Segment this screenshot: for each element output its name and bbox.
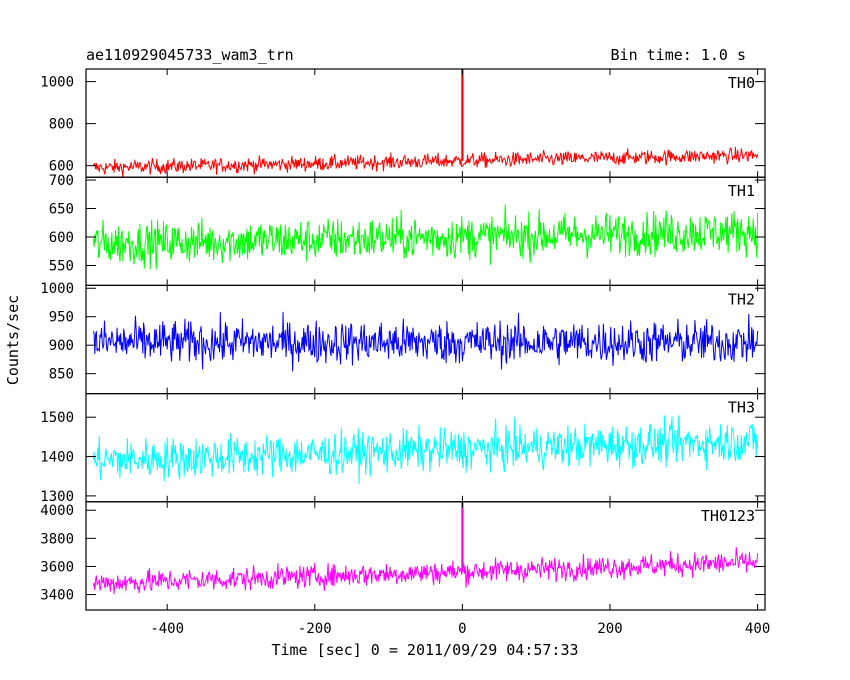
y-tick-label: 3400 xyxy=(40,588,74,604)
series-line-th1 xyxy=(92,204,759,270)
x-axis-label: Time [sec] 0 = 2011/09/29 04:57:33 xyxy=(271,641,578,659)
y-tick-label: 4000 xyxy=(40,503,74,519)
panel-th2: 850 900 950 1000 TH2 xyxy=(40,281,766,395)
y-tick-label: 1000 xyxy=(40,75,74,91)
series-label-th3: TH3 xyxy=(728,399,755,417)
y-tick-label: 950 xyxy=(49,310,74,326)
x-tick-label: 200 xyxy=(597,621,622,637)
series-label-th0123: TH0123 xyxy=(701,507,755,525)
y-tick-label: 650 xyxy=(49,202,74,218)
y-tick-label: 900 xyxy=(49,338,74,354)
y-tick-label: 800 xyxy=(49,117,74,133)
series-label-th1: TH1 xyxy=(728,182,755,200)
series-line-th2 xyxy=(92,311,759,372)
chart-title: ae110929045733_wam3_trn xyxy=(86,46,294,64)
panel-th0123: 3400 3600 3800 4000 TH0123 xyxy=(40,501,766,611)
y-tick-label: 600 xyxy=(49,230,74,246)
y-axis-label: Counts/sec xyxy=(4,295,22,385)
x-tick-label: 400 xyxy=(745,621,770,637)
series-label-th2: TH2 xyxy=(728,290,755,308)
series-line-th0123 xyxy=(92,547,759,594)
y-tick-label: 550 xyxy=(49,258,74,274)
panels-group: 600 800 1000 TH0 550 600 650 700 TH1 850 900 950 100… xyxy=(40,68,770,637)
y-tick-label: 600 xyxy=(49,159,74,175)
y-tick-label: 850 xyxy=(49,367,74,383)
x-tick-label: 0 xyxy=(458,621,466,637)
panel-th0: 600 800 1000 TH0 xyxy=(40,68,766,178)
panel-th1: 550 600 650 700 TH1 xyxy=(49,173,766,286)
y-tick-label: 1500 xyxy=(40,410,74,426)
y-tick-label: 3600 xyxy=(40,559,74,575)
x-tick-label: -200 xyxy=(298,621,332,637)
y-tick-label: 1400 xyxy=(40,450,74,466)
panel-frame xyxy=(85,501,766,611)
bin-time-label: Bin time: 1.0 s xyxy=(611,46,746,64)
x-tick-label: -400 xyxy=(150,621,184,637)
y-tick-label: 700 xyxy=(49,173,74,189)
y-tick-label: 1300 xyxy=(40,489,74,505)
series-line-th3 xyxy=(92,415,759,485)
y-tick-label: 1000 xyxy=(40,281,74,297)
panel-th3: 1300 1400 1500 TH3 xyxy=(40,393,766,505)
y-tick-label: 3800 xyxy=(40,531,74,547)
series-label-th0: TH0 xyxy=(728,74,755,92)
series-line-th0 xyxy=(92,146,759,178)
